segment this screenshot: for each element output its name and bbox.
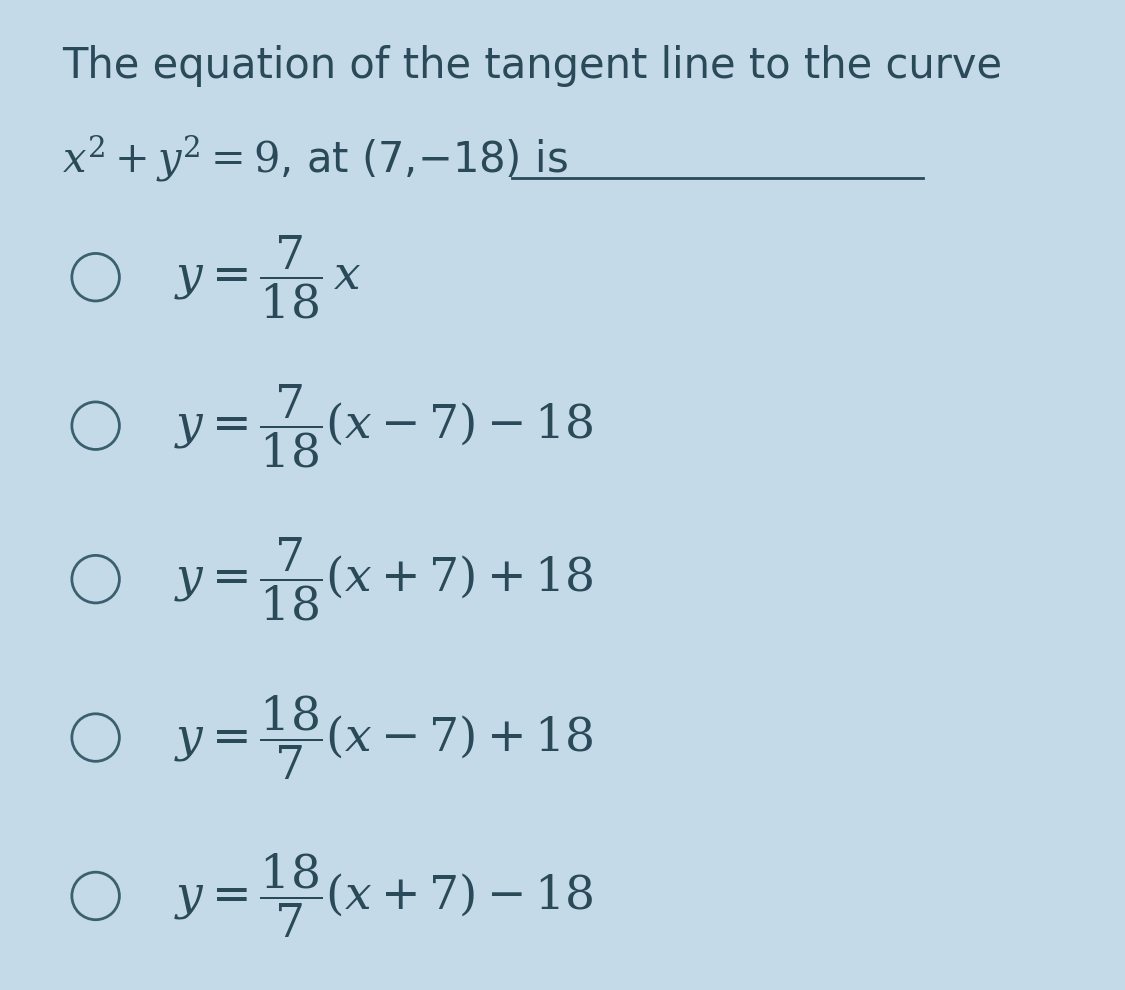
Text: $y = \dfrac{7}{18}(x + 7) + 18$: $y = \dfrac{7}{18}(x + 7) + 18$	[174, 536, 594, 623]
Text: $y = \dfrac{18}{7}(x + 7) - 18$: $y = \dfrac{18}{7}(x + 7) - 18$	[174, 851, 594, 940]
Text: $y = \dfrac{18}{7}(x - 7) + 18$: $y = \dfrac{18}{7}(x - 7) + 18$	[174, 693, 594, 782]
Text: $x^2 + y^2 = 9$, at (7,−18) is: $x^2 + y^2 = 9$, at (7,−18) is	[62, 134, 568, 184]
Text: $y = \dfrac{7}{18}(x - 7) - 18$: $y = \dfrac{7}{18}(x - 7) - 18$	[174, 382, 594, 469]
Text: $y = \dfrac{7}{18}\,x$: $y = \dfrac{7}{18}\,x$	[174, 234, 362, 321]
Text: The equation of the tangent line to the curve: The equation of the tangent line to the …	[62, 45, 1002, 86]
